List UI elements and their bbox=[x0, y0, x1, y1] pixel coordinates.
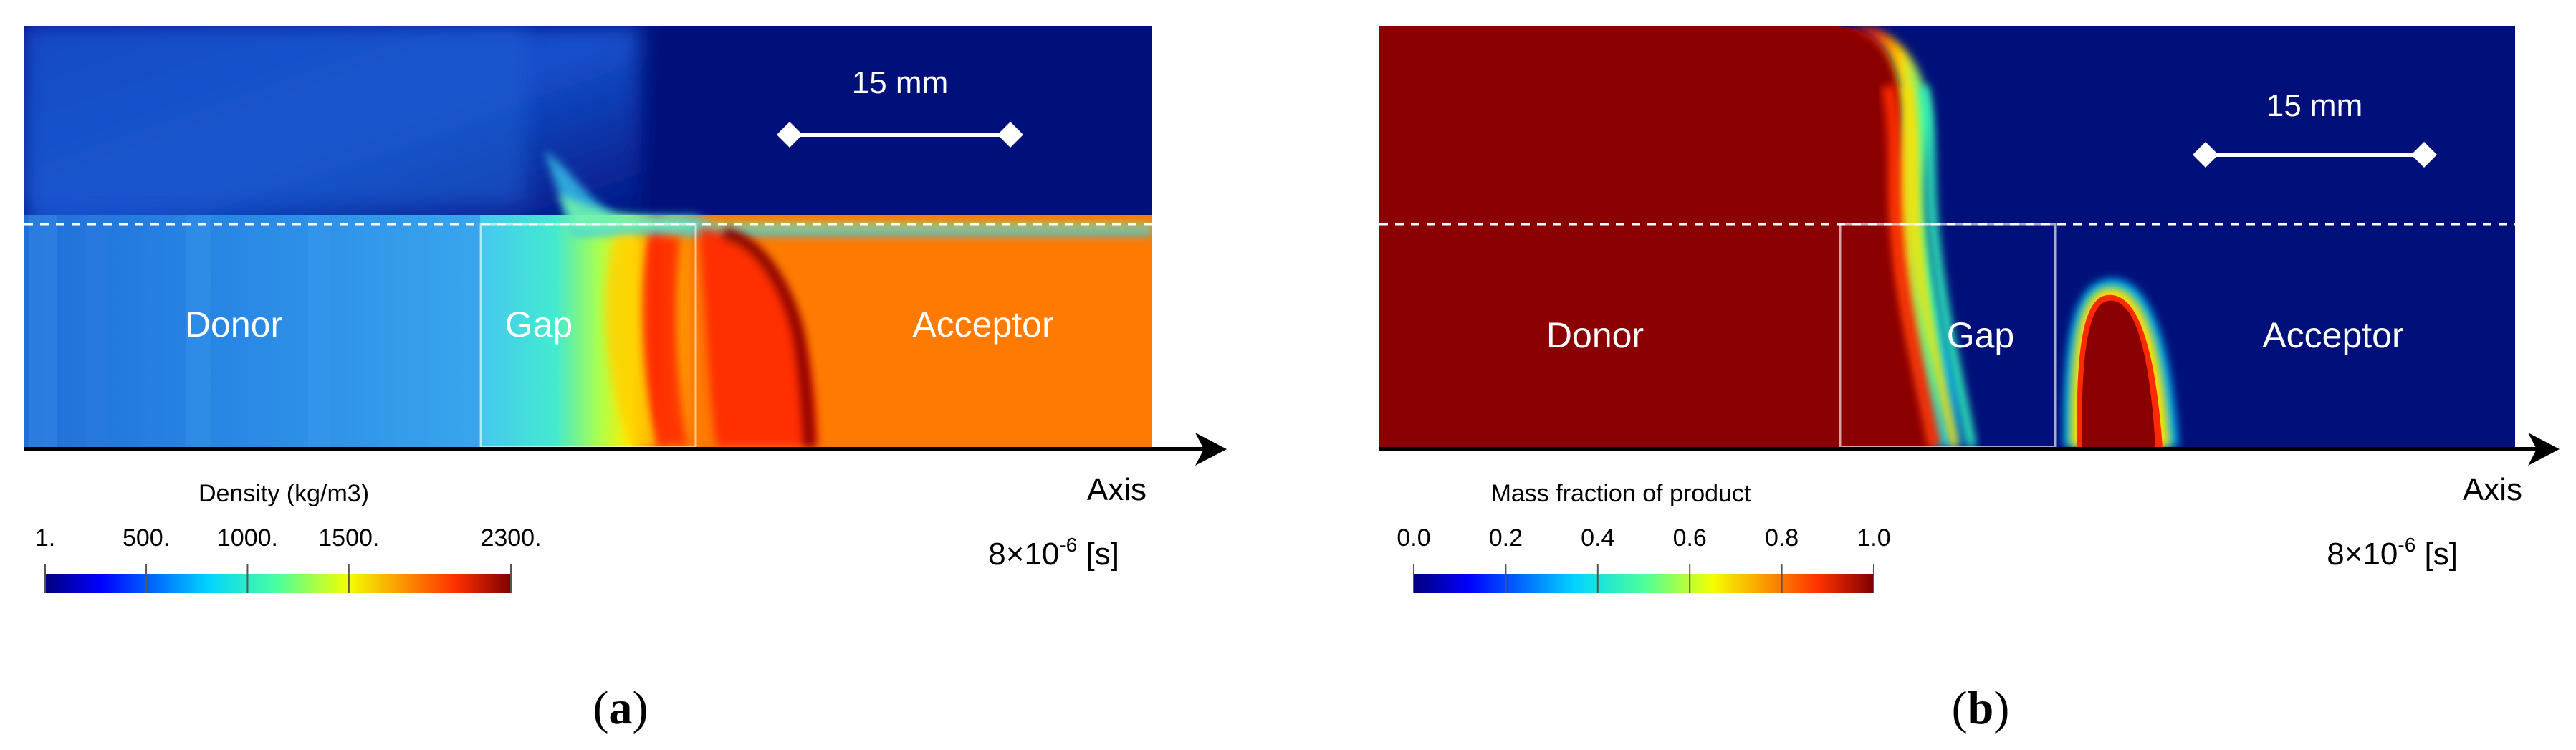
colorbar-tick-label: 0.2 bbox=[1489, 524, 1523, 552]
time-unit: [s] bbox=[2415, 537, 2458, 572]
scale-bar: 15 mm bbox=[777, 65, 1023, 148]
axis-arrow bbox=[1379, 433, 2560, 466]
colorbar-tick-label: 1. bbox=[35, 524, 55, 552]
axis-label: Axis bbox=[2463, 472, 2522, 507]
colorbar-title: Mass fraction of product bbox=[1491, 480, 1751, 507]
caption-letter: b bbox=[1968, 682, 1994, 734]
diamond-marker-left bbox=[2193, 142, 2218, 168]
diamond-marker-right bbox=[2411, 142, 2437, 168]
colorbar-tick-label: 0.4 bbox=[1581, 524, 1614, 552]
panel-caption-b: (b) bbox=[1952, 682, 2010, 734]
axis-arrow bbox=[24, 433, 1227, 466]
time-unit: [s] bbox=[1077, 537, 1119, 572]
colorbar-ticks: 0.0 0.2 0.4 0.6 0.8 1.0 bbox=[1397, 524, 1891, 593]
colorbar-tick-label: 0.0 bbox=[1397, 524, 1430, 552]
colorbar-gradient bbox=[45, 574, 511, 593]
colorbar-tick-label: 0.8 bbox=[1765, 524, 1799, 552]
colorbar-gradient bbox=[1414, 574, 1874, 593]
colorbar-title: Density (kg/m3) bbox=[198, 480, 369, 507]
panel-caption-a: (a) bbox=[593, 682, 648, 734]
colorbar-ticks: 1. 500. 1000. 1500. 2300. bbox=[35, 524, 542, 593]
mass-fraction-colorbar: Mass fraction of product 0.0 0.2 0.4 0.6 0.8… bbox=[1397, 480, 1891, 593]
time-exponent: -6 bbox=[2398, 534, 2415, 556]
region-label-acceptor: Acceptor bbox=[2262, 315, 2403, 355]
time-exponent: -6 bbox=[1059, 534, 1077, 556]
region-label-gap: Gap bbox=[505, 304, 573, 345]
colorbar-tick-label: 1000. bbox=[217, 524, 278, 552]
density-field bbox=[24, 26, 1152, 447]
region-label-gap: Gap bbox=[1947, 315, 2015, 355]
axis-label: Axis bbox=[1087, 472, 1146, 507]
time-base: 8×10 bbox=[2327, 537, 2398, 572]
mass-fraction-field bbox=[1379, 26, 2515, 447]
colorbar-tick-label: 2300. bbox=[480, 524, 541, 552]
colorbar-tick-label: 500. bbox=[123, 524, 170, 552]
diamond-marker-left bbox=[777, 122, 803, 148]
scale-bar: 15 mm bbox=[2193, 88, 2437, 168]
scale-bar-label: 15 mm bbox=[852, 65, 948, 100]
diamond-marker-right bbox=[997, 122, 1023, 148]
scale-bar-label: 15 mm bbox=[2266, 88, 2362, 123]
colorbar-tick-label: 1500. bbox=[318, 524, 379, 552]
region-label-donor: Donor bbox=[1546, 315, 1644, 355]
colorbar-tick-label: 0.6 bbox=[1673, 524, 1707, 552]
panel-a: 15 mm Donor Gap Acceptor Axis 8×10-6 [s]… bbox=[24, 26, 1227, 734]
region-label-donor: Donor bbox=[185, 304, 282, 345]
time-label: 8×10-6 [s] bbox=[2327, 534, 2458, 572]
density-colorbar: Density (kg/m3) 1. 500. 1000. 1500. 2300. bbox=[35, 480, 542, 593]
region-label-acceptor: Acceptor bbox=[912, 304, 1053, 345]
time-label: 8×10-6 [s] bbox=[988, 534, 1119, 572]
time-base: 8×10 bbox=[988, 537, 1059, 572]
caption-letter: a bbox=[609, 682, 633, 734]
colorbar-tick-label: 1.0 bbox=[1857, 524, 1890, 552]
panel-b: 15 mm Donor Gap Acceptor Axis 8×10-6 [s]… bbox=[1379, 26, 2560, 734]
